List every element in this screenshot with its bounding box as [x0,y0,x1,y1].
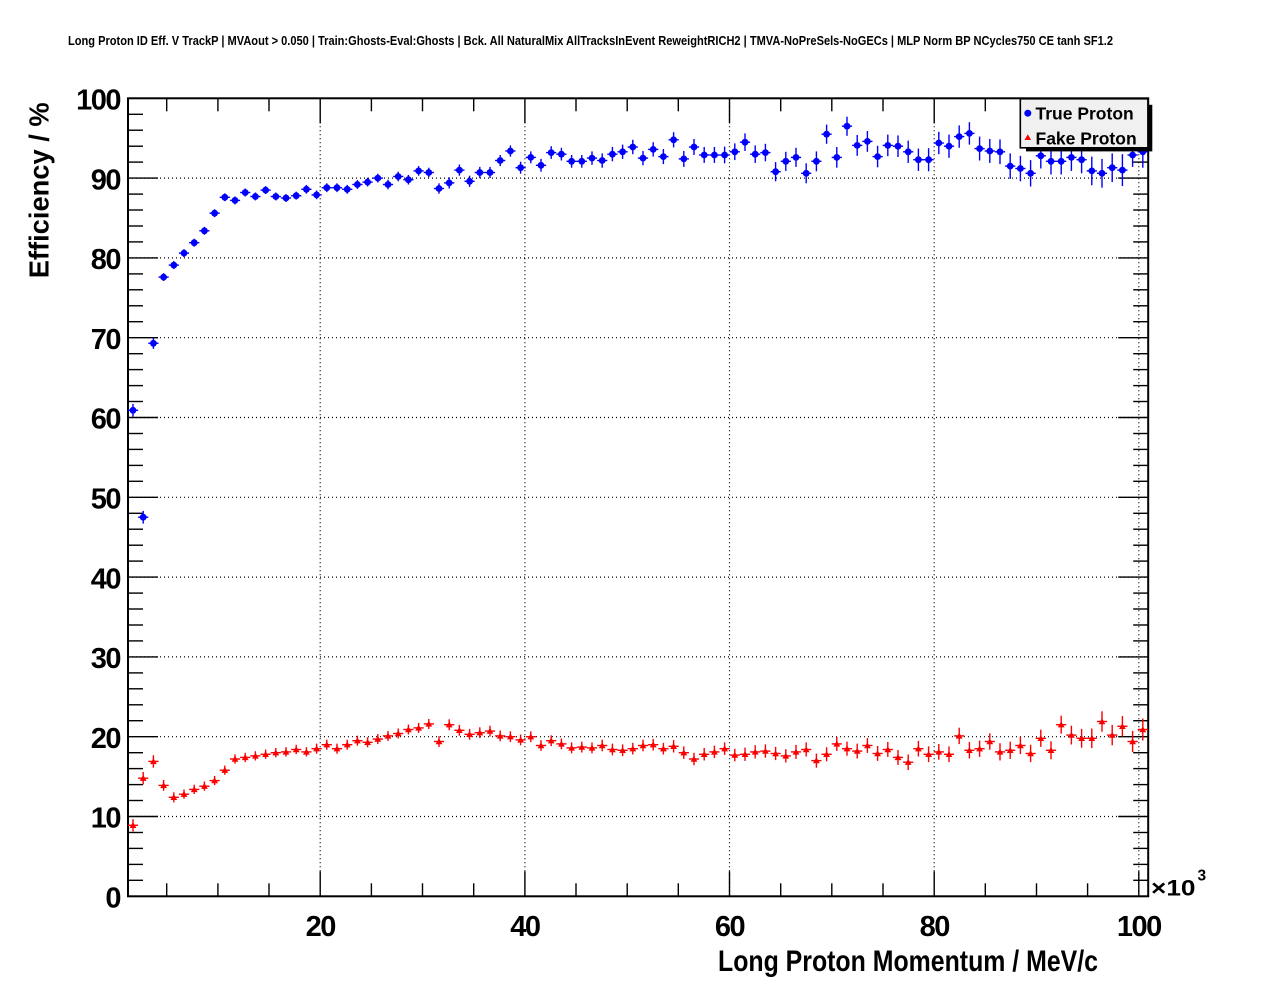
svg-text:Long Proton Momentum / MeV/c: Long Proton Momentum / MeV/c [718,945,1098,978]
svg-text:True Proton: True Proton [1036,104,1134,124]
svg-text:Long Proton ID Eff. V TrackP |: Long Proton ID Eff. V TrackP | MVAout > … [68,33,1113,48]
svg-text:60: 60 [715,911,745,943]
svg-text:10: 10 [91,803,121,835]
svg-text:40: 40 [91,563,121,595]
svg-text:100: 100 [1117,911,1161,943]
svg-text:×10: ×10 [1151,876,1196,901]
svg-text:3: 3 [1198,868,1207,885]
svg-text:20: 20 [91,723,121,755]
svg-text:Efficiency / %: Efficiency / % [24,102,55,278]
svg-text:80: 80 [920,911,950,943]
svg-text:100: 100 [76,85,120,117]
svg-text:60: 60 [91,404,121,436]
svg-text:40: 40 [510,911,540,943]
svg-text:90: 90 [91,164,121,196]
svg-text:20: 20 [306,911,336,943]
svg-text:Fake Proton: Fake Proton [1036,128,1137,148]
svg-text:0: 0 [105,883,120,915]
svg-text:30: 30 [91,643,121,675]
svg-text:50: 50 [91,484,121,516]
svg-text:80: 80 [91,244,121,276]
svg-text:70: 70 [91,324,121,356]
